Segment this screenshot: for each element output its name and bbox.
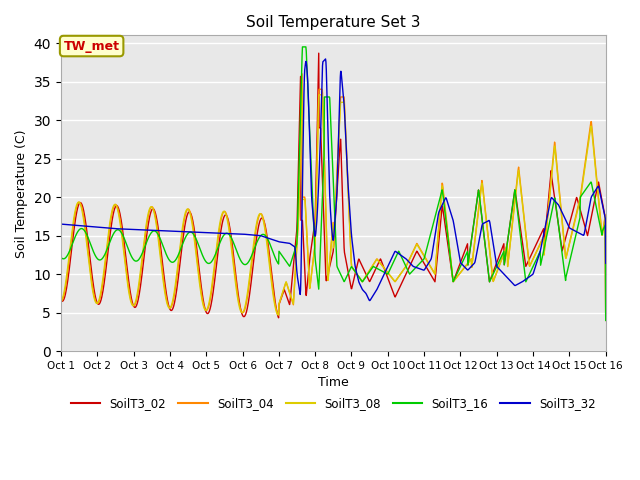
Y-axis label: Soil Temperature (C): Soil Temperature (C)	[15, 129, 28, 257]
SoilT3_32	[490, 244, 497, 250]
Line: SoilT3_32: SoilT3_32	[61, 59, 605, 300]
SoilT3_32	[178, 228, 186, 234]
SoilT3_02	[239, 313, 247, 319]
SoilT3_32	[602, 260, 609, 266]
SoilT3_02	[57, 297, 65, 303]
SoilT3_08	[178, 227, 186, 233]
SoilT3_04	[419, 249, 426, 255]
SoilT3_08	[490, 278, 497, 284]
SoilT3_08	[538, 240, 545, 245]
SoilT3_08	[165, 305, 173, 311]
Line: SoilT3_04: SoilT3_04	[61, 74, 605, 320]
SoilT3_02	[602, 317, 609, 323]
SoilT3_04	[239, 310, 247, 315]
Line: SoilT3_16: SoilT3_16	[61, 47, 605, 320]
Text: TW_met: TW_met	[63, 39, 120, 52]
SoilT3_02	[178, 243, 186, 249]
SoilT3_16	[490, 271, 497, 276]
SoilT3_04	[57, 298, 65, 304]
SoilT3_16	[165, 256, 173, 262]
SoilT3_16	[602, 317, 609, 323]
SoilT3_08	[298, 77, 306, 83]
SoilT3_08	[419, 250, 426, 256]
Line: SoilT3_02: SoilT3_02	[61, 53, 605, 320]
SoilT3_04	[165, 304, 173, 310]
SoilT3_08	[239, 309, 247, 315]
SoilT3_04	[490, 278, 497, 284]
SoilT3_04	[298, 71, 306, 77]
SoilT3_16	[178, 242, 186, 248]
X-axis label: Time: Time	[318, 376, 349, 389]
SoilT3_32	[322, 56, 330, 62]
SoilT3_32	[419, 267, 426, 273]
SoilT3_32	[366, 298, 374, 303]
SoilT3_32	[57, 264, 65, 269]
SoilT3_08	[57, 298, 65, 304]
SoilT3_32	[239, 231, 247, 237]
Line: SoilT3_08: SoilT3_08	[61, 80, 605, 319]
SoilT3_02	[315, 50, 323, 56]
SoilT3_16	[299, 44, 307, 50]
SoilT3_32	[165, 228, 173, 234]
SoilT3_04	[538, 238, 545, 244]
SoilT3_04	[602, 317, 609, 323]
SoilT3_02	[538, 230, 545, 236]
SoilT3_02	[490, 269, 497, 275]
SoilT3_16	[239, 261, 247, 266]
SoilT3_16	[419, 258, 426, 264]
Title: Soil Temperature Set 3: Soil Temperature Set 3	[246, 15, 420, 30]
SoilT3_02	[165, 303, 173, 309]
SoilT3_16	[538, 259, 545, 264]
SoilT3_02	[419, 257, 426, 263]
SoilT3_04	[178, 231, 186, 237]
SoilT3_32	[538, 241, 545, 247]
SoilT3_08	[602, 316, 609, 322]
SoilT3_16	[57, 254, 65, 260]
Legend: SoilT3_02, SoilT3_04, SoilT3_08, SoilT3_16, SoilT3_32: SoilT3_02, SoilT3_04, SoilT3_08, SoilT3_…	[66, 392, 600, 415]
